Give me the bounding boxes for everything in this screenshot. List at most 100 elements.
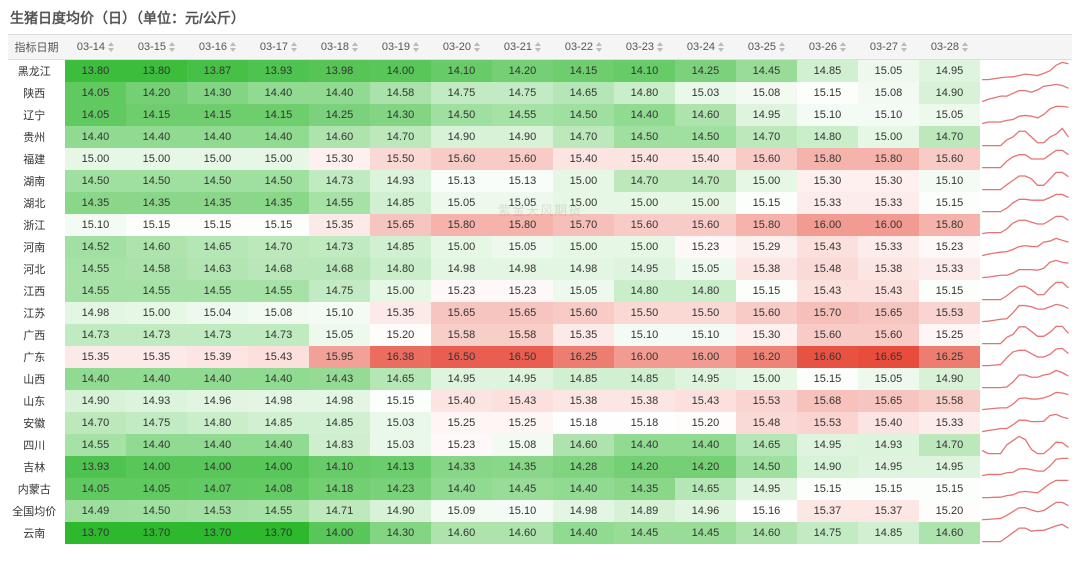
sort-icon[interactable]: [108, 42, 114, 52]
date-header[interactable]: 03-21: [492, 35, 553, 60]
price-cell: 15.80: [431, 214, 492, 236]
sort-icon[interactable]: [169, 42, 175, 52]
price-cell: 14.73: [309, 170, 370, 192]
price-cell: 14.50: [431, 104, 492, 126]
date-header-label: 03-20: [443, 41, 471, 53]
price-cell: 14.30: [370, 522, 431, 544]
sort-icon[interactable]: [413, 42, 419, 52]
price-cell: 14.85: [370, 236, 431, 258]
date-header[interactable]: 03-18: [309, 35, 370, 60]
price-cell: 15.60: [614, 214, 675, 236]
price-cell: 15.38: [858, 258, 919, 280]
price-cell: 15.16: [736, 500, 797, 522]
sort-icon[interactable]: [230, 42, 236, 52]
price-cell: 14.00: [187, 456, 248, 478]
sparkline-icon: [980, 82, 1071, 104]
date-header[interactable]: 03-22: [553, 35, 614, 60]
date-header[interactable]: 03-26: [797, 35, 858, 60]
date-header[interactable]: 03-15: [126, 35, 187, 60]
sort-icon[interactable]: [352, 42, 358, 52]
date-header[interactable]: 03-24: [675, 35, 736, 60]
price-cell: 14.85: [309, 412, 370, 434]
price-cell: 15.15: [370, 390, 431, 412]
sparkline-cell: [980, 192, 1072, 214]
price-cell: 14.40: [187, 434, 248, 456]
sort-icon[interactable]: [657, 42, 663, 52]
price-cell: 14.60: [126, 236, 187, 258]
price-cell: 14.05: [65, 478, 126, 500]
sort-icon[interactable]: [535, 42, 541, 52]
price-cell: 14.00: [126, 456, 187, 478]
sort-icon[interactable]: [779, 42, 785, 52]
date-header[interactable]: 03-19: [370, 35, 431, 60]
price-cell: 16.00: [675, 346, 736, 368]
price-cell: 14.65: [187, 236, 248, 258]
date-header[interactable]: 03-25: [736, 35, 797, 60]
price-cell: 15.05: [431, 192, 492, 214]
row-header-label[interactable]: 指标日期: [8, 35, 65, 60]
price-cell: 14.55: [492, 104, 553, 126]
sort-icon[interactable]: [840, 42, 846, 52]
price-cell: 15.00: [370, 280, 431, 302]
price-cell: 15.20: [675, 412, 736, 434]
sparkline-cell: [980, 170, 1072, 192]
price-cell: 15.00: [614, 192, 675, 214]
price-cell: 14.71: [309, 500, 370, 522]
price-cell: 15.10: [675, 324, 736, 346]
price-cell: 14.95: [858, 456, 919, 478]
price-cell: 15.13: [431, 170, 492, 192]
sort-icon[interactable]: [901, 42, 907, 52]
price-cell: 14.40: [65, 368, 126, 390]
price-cell: 15.50: [370, 148, 431, 170]
price-cell: 15.43: [248, 346, 309, 368]
date-header[interactable]: 03-28: [919, 35, 980, 60]
price-cell: 14.96: [675, 500, 736, 522]
sparkline-icon: [980, 126, 1071, 148]
price-cell: 14.55: [187, 280, 248, 302]
price-cell: 14.55: [248, 280, 309, 302]
region-label: 四川: [8, 434, 65, 456]
price-cell: 15.15: [736, 280, 797, 302]
sparkline-icon: [980, 478, 1071, 500]
price-cell: 14.65: [736, 434, 797, 456]
price-cell: 14.10: [309, 456, 370, 478]
price-cell: 14.96: [187, 390, 248, 412]
date-header[interactable]: 03-27: [858, 35, 919, 60]
price-cell: 14.30: [370, 104, 431, 126]
price-cell: 14.75: [492, 82, 553, 104]
date-header[interactable]: 03-14: [65, 35, 126, 60]
date-header[interactable]: 03-20: [431, 35, 492, 60]
sort-icon[interactable]: [291, 42, 297, 52]
price-cell: 15.80: [736, 214, 797, 236]
price-cell: 13.70: [65, 522, 126, 544]
price-cell: 15.08: [736, 82, 797, 104]
price-cell: 14.70: [919, 126, 980, 148]
price-cell: 15.53: [797, 412, 858, 434]
price-cell: 14.58: [370, 82, 431, 104]
price-cell: 14.65: [553, 82, 614, 104]
price-cell: 14.10: [614, 60, 675, 83]
price-cell: 14.60: [919, 522, 980, 544]
price-cell: 15.30: [858, 170, 919, 192]
price-cell: 15.70: [553, 214, 614, 236]
price-cell: 14.55: [65, 434, 126, 456]
date-header[interactable]: 03-23: [614, 35, 675, 60]
sparkline-icon: [980, 192, 1071, 214]
price-cell: 14.73: [309, 236, 370, 258]
sparkline-cell: [980, 456, 1072, 478]
date-header[interactable]: 03-16: [187, 35, 248, 60]
price-cell: 15.35: [553, 324, 614, 346]
table-row: 河南14.5214.6014.6514.7014.7314.8515.0015.…: [8, 236, 1072, 258]
price-cell: 14.75: [309, 280, 370, 302]
sort-icon[interactable]: [596, 42, 602, 52]
sort-icon[interactable]: [718, 42, 724, 52]
price-cell: 16.65: [858, 346, 919, 368]
sparkline-icon: [980, 258, 1071, 280]
date-header[interactable]: 03-17: [248, 35, 309, 60]
price-cell: 14.60: [431, 522, 492, 544]
region-label: 广西: [8, 324, 65, 346]
price-cell: 15.15: [858, 478, 919, 500]
price-cell: 14.58: [126, 258, 187, 280]
sort-icon[interactable]: [474, 42, 480, 52]
sort-icon[interactable]: [962, 42, 968, 52]
